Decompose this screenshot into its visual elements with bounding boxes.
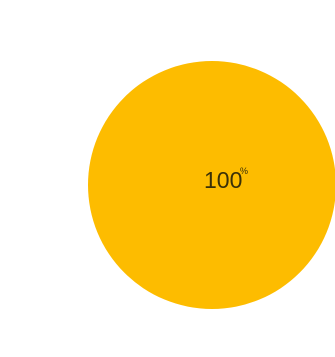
slice-label-value: 100 bbox=[204, 167, 242, 193]
pie-slice-0 bbox=[88, 61, 335, 309]
pie-slices bbox=[88, 61, 335, 309]
slice-label-unit: % bbox=[240, 166, 248, 176]
